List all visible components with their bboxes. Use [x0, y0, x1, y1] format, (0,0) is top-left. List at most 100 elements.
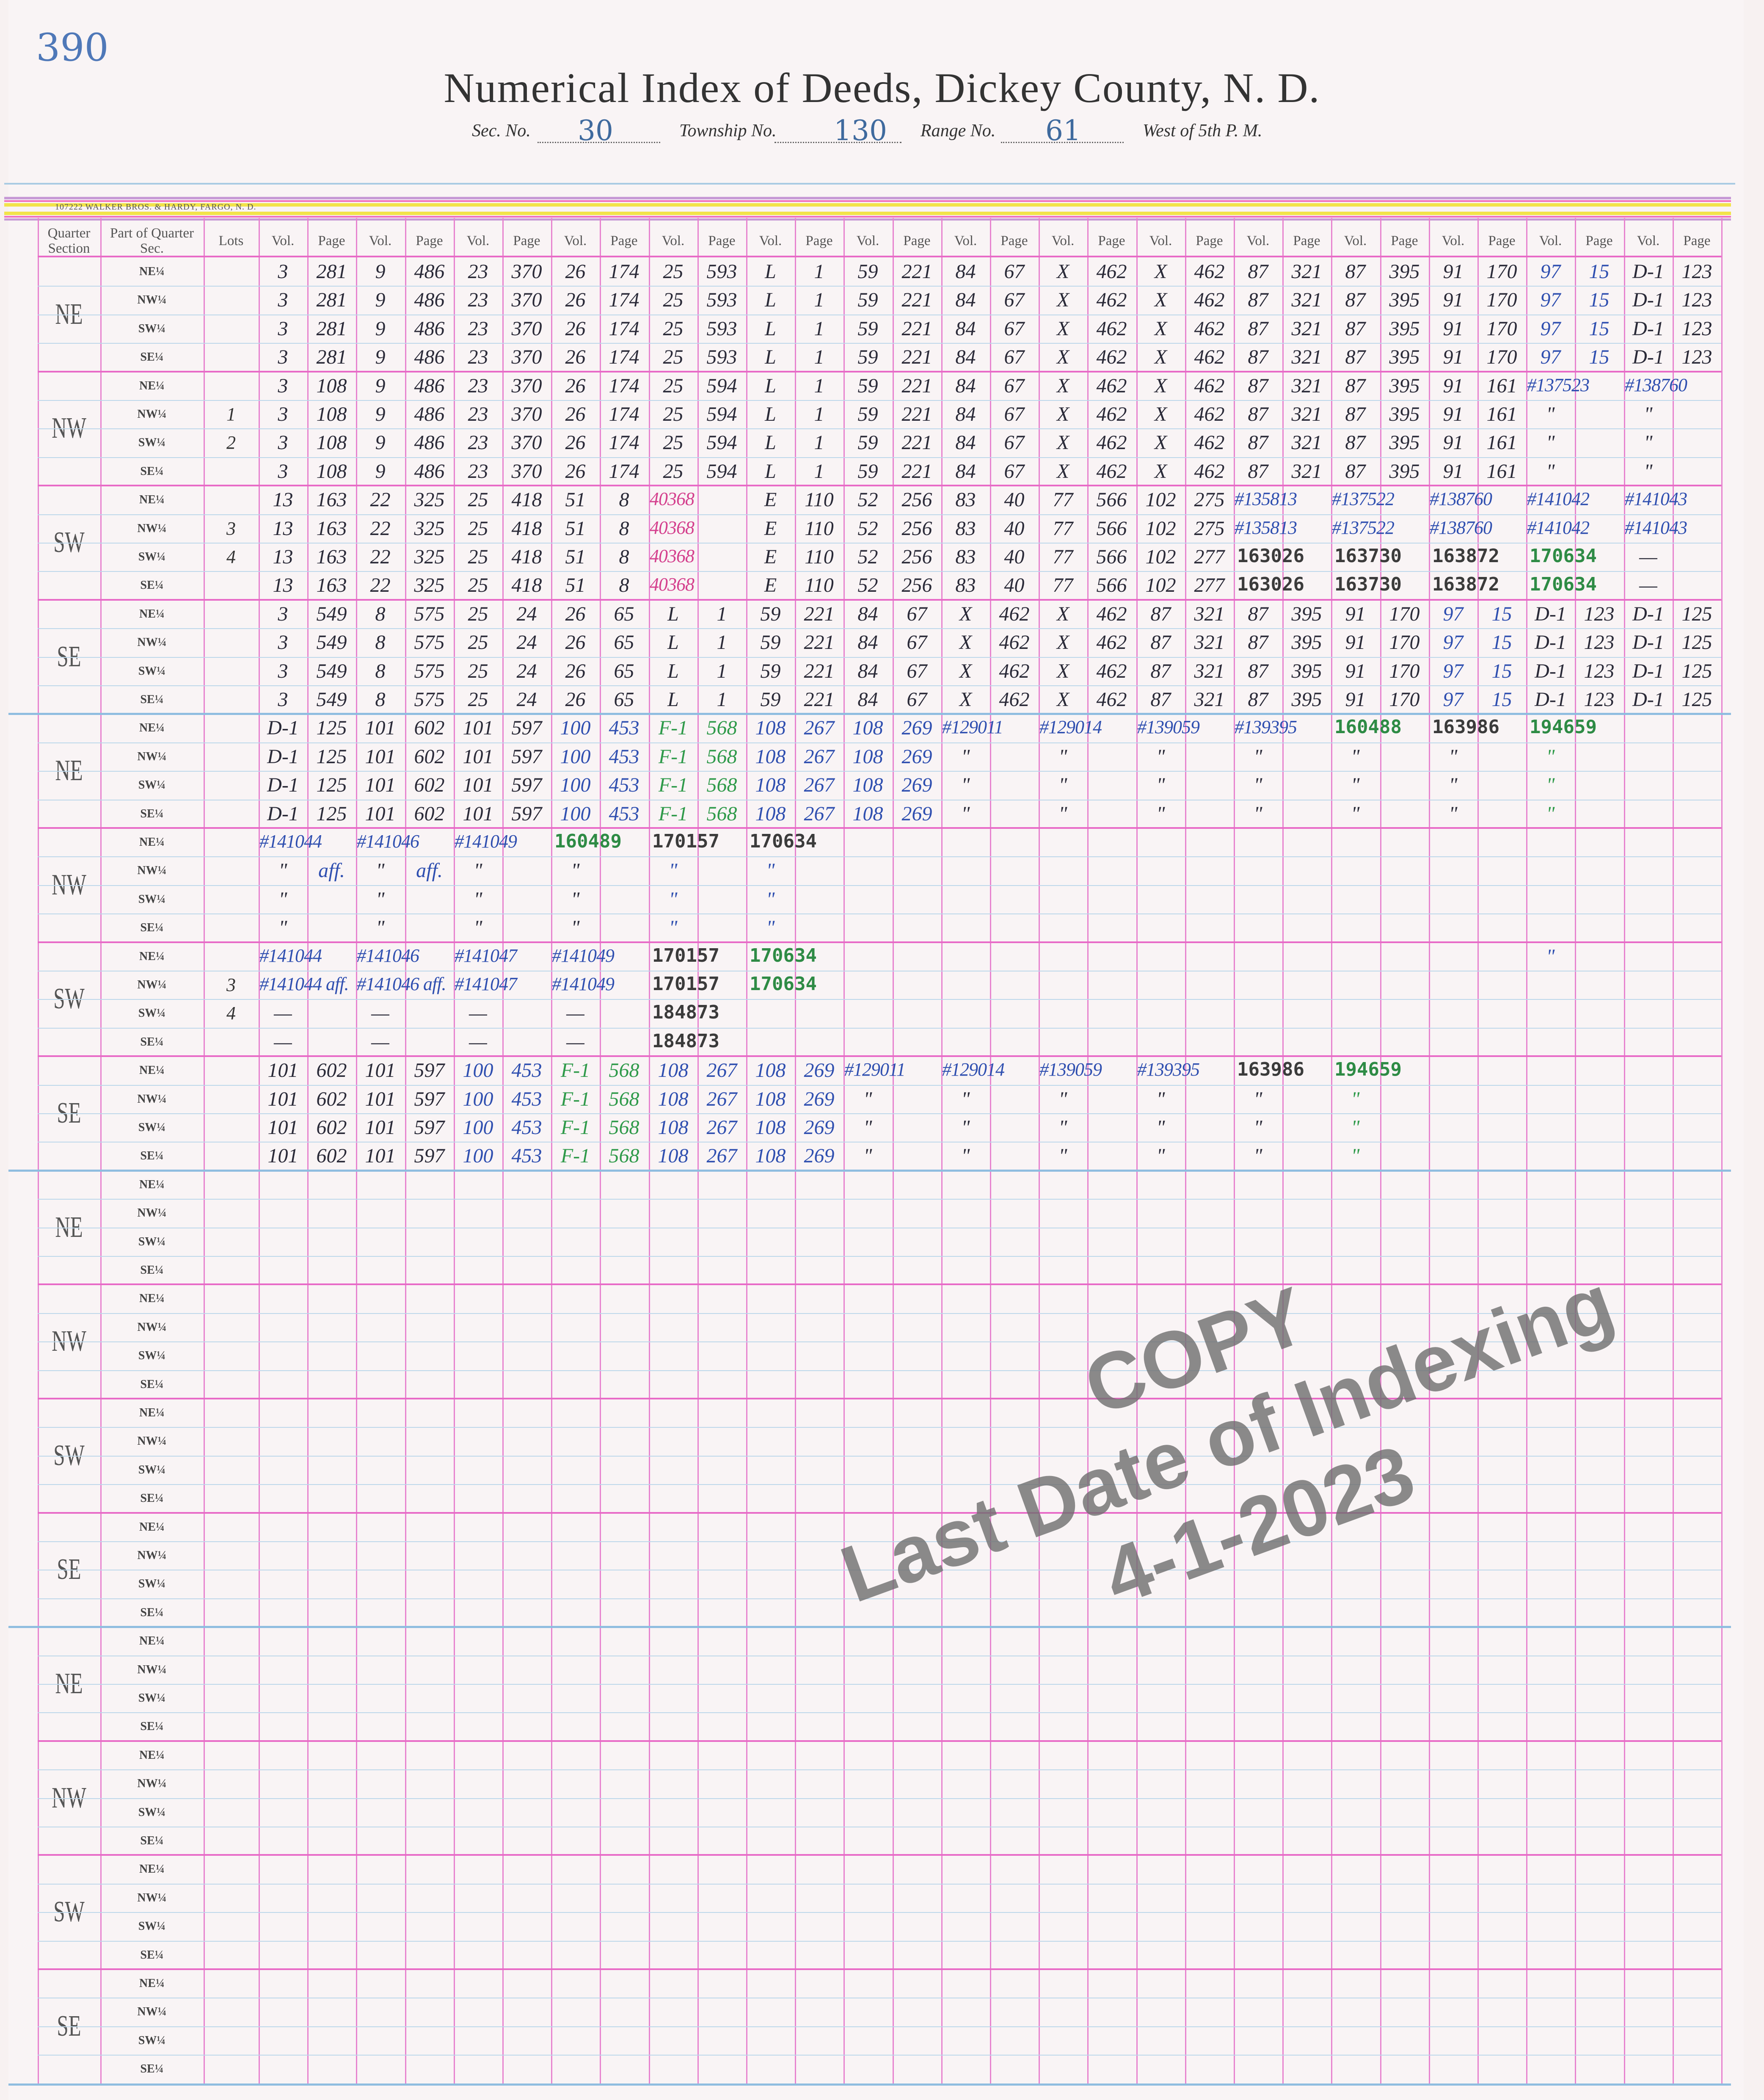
part-of-quarter-label: SW¼ — [138, 778, 166, 792]
vol-cell: #141043 — [1625, 488, 1687, 509]
part-of-quarter-label: NW¼ — [137, 1321, 167, 1334]
page-cell: 321 — [1194, 603, 1225, 625]
page-cell: 110 — [805, 574, 834, 596]
vol-cell: 101 — [267, 1088, 298, 1110]
vol-cell: L — [667, 688, 679, 711]
page-cell: 597 — [414, 1059, 445, 1082]
vol-cell: — — [1639, 546, 1657, 568]
column-rule — [649, 218, 650, 2085]
page-cell: 395 — [1389, 431, 1420, 454]
column-rule — [1136, 218, 1138, 2085]
quarter-section-label: NE — [55, 298, 83, 331]
quarter-section-label: NE — [55, 1667, 83, 1700]
column-rule — [1282, 218, 1284, 2085]
part-of-quarter-label: SW¼ — [138, 1007, 166, 1020]
page-cell: 395 — [1389, 289, 1420, 311]
page-cell: 321 — [1291, 460, 1322, 483]
vol-cell: #141047 — [455, 945, 517, 966]
vol-cell: 26 — [565, 346, 586, 368]
vol-cell: 97 — [1443, 688, 1464, 711]
row-rule — [38, 457, 1721, 458]
row-rule — [38, 1028, 1721, 1029]
row-rule — [38, 856, 1721, 857]
header-page: Page — [610, 233, 638, 248]
vol-cell: 40368 — [650, 574, 695, 595]
page-cell: 453 — [511, 1116, 542, 1139]
vol-cell: 59 — [760, 603, 781, 625]
vol-cell: 25 — [663, 260, 684, 283]
page-cell: 1 — [814, 260, 824, 283]
vol-cell: 13 — [273, 517, 293, 540]
vol-cell: 87 — [1248, 289, 1268, 311]
vol-cell: #139059 — [1137, 717, 1200, 737]
stripe — [4, 197, 1731, 199]
page-cell: 462 — [1194, 460, 1225, 483]
header-vol: Vol. — [954, 233, 977, 248]
header-page: Page — [416, 233, 443, 248]
part-of-quarter-label: NE¼ — [139, 607, 165, 621]
vol-cell: 51 — [565, 517, 586, 540]
page-cell: 462 — [1194, 346, 1225, 368]
vol-cell: X — [1056, 603, 1069, 625]
vol-cell: 23 — [468, 346, 488, 368]
page-cell: 269 — [804, 1088, 835, 1110]
vol-cell: 52 — [857, 517, 878, 540]
page-cell: 568 — [609, 1088, 639, 1110]
vol-cell: 83 — [955, 574, 976, 596]
page-cell: 453 — [511, 1145, 542, 1167]
page-cell: 462 — [1096, 660, 1127, 682]
page-cell: 395 — [1291, 631, 1322, 654]
page-cell: 15 — [1491, 631, 1512, 654]
vol-cell: 8 — [375, 688, 386, 711]
vol-cell: 59 — [857, 289, 878, 311]
stripe — [4, 218, 1731, 221]
part-of-quarter-label: SW¼ — [138, 1235, 166, 1248]
vol-cell: 160489 — [554, 831, 622, 852]
page-cell: 395 — [1389, 403, 1420, 425]
part-of-quarter-label: SW¼ — [138, 1806, 166, 1819]
vol-cell: — — [566, 1002, 584, 1024]
page-cell: 277 — [1194, 574, 1225, 596]
page-cell: 125 — [1681, 631, 1712, 654]
part-of-quarter-label: NW¼ — [137, 1549, 167, 1562]
vol-cell: " — [766, 916, 775, 939]
vol-cell: #138760 — [1430, 517, 1492, 538]
vol-cell: F-1 — [658, 717, 688, 739]
township-label: Township No. — [679, 121, 777, 141]
vol-cell: 101 — [463, 745, 493, 768]
page-cell: 594 — [706, 375, 737, 397]
column-rule — [1624, 218, 1625, 2085]
page-number: 390 — [36, 25, 109, 70]
vol-cell: 87 — [1345, 460, 1366, 483]
page-cell: 602 — [414, 803, 445, 825]
row-rule — [38, 1712, 1721, 1713]
page-cell: 321 — [1291, 346, 1322, 368]
part-of-quarter-label: SE¼ — [140, 1149, 164, 1162]
vol-cell: 91 — [1443, 260, 1464, 283]
vol-cell: " — [669, 859, 678, 882]
page-cell: 568 — [706, 774, 737, 796]
vol-cell: 3 — [278, 289, 288, 311]
stripe — [4, 212, 1731, 215]
page-cell: 395 — [1389, 460, 1420, 483]
quarter-section-label: NE — [55, 1211, 83, 1244]
vol-cell: D-1 — [1535, 603, 1566, 625]
vol-cell: " — [278, 859, 287, 882]
vol-cell: 100 — [560, 717, 591, 739]
block-rule — [8, 713, 1731, 715]
part-of-quarter-label: SW¼ — [138, 436, 166, 449]
column-rule — [100, 218, 102, 2085]
page-cell: 67 — [907, 688, 927, 711]
page-cell: 1 — [814, 460, 824, 483]
vol-cell: 97 — [1443, 631, 1464, 654]
vol-cell: 163026 — [1237, 545, 1304, 567]
vol-cell: 101 — [463, 774, 493, 796]
page-cell: 418 — [511, 517, 542, 540]
vol-cell: X — [1056, 289, 1069, 311]
vol-cell: 23 — [468, 460, 488, 483]
vol-cell: 25 — [663, 431, 684, 454]
page-cell: 281 — [316, 317, 347, 340]
part-of-quarter-label: SW¼ — [138, 550, 166, 563]
vol-cell: 52 — [857, 574, 878, 596]
vol-cell: 97 — [1540, 260, 1561, 283]
